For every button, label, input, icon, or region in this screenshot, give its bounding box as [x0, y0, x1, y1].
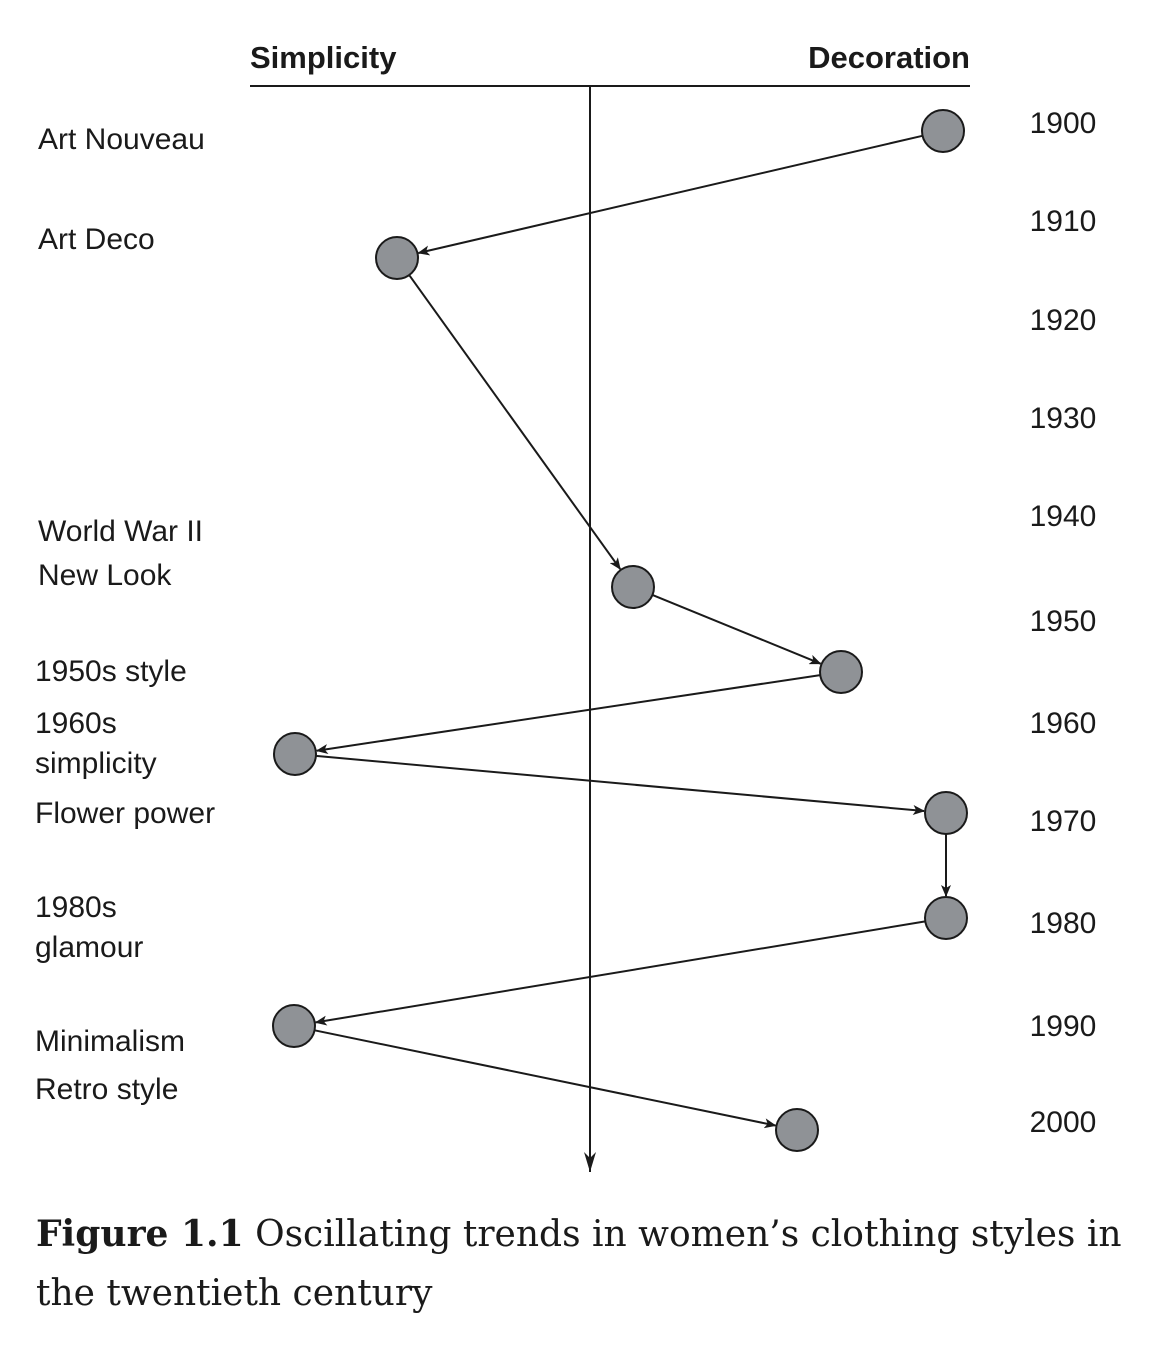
- style-label-1960s-simplicity-line2: simplicity: [35, 747, 157, 780]
- year-label-1960: 1960: [1030, 707, 1097, 740]
- trend-arrow-1960s-simplicity-to-flower-power: [315, 754, 926, 815]
- trend-node-flower-power: [924, 791, 968, 835]
- figure-caption-text: Oscillating trends in women’s clothing s…: [36, 1214, 1122, 1314]
- trend-arrows: [314, 134, 951, 1129]
- decoration-header: Decoration: [808, 40, 970, 75]
- trend-arrow-1950s-style-to-1960s-simplicity: [315, 674, 821, 755]
- style-label-1950s-style: 1950s style: [35, 655, 187, 688]
- year-label-1990: 1990: [1030, 1010, 1097, 1043]
- trend-nodes: [272, 109, 968, 1152]
- trend-node-retro-style: [775, 1108, 819, 1152]
- year-labels: 1900 1910 1920 1930 1940 1950 1960 1970 …: [1030, 107, 1097, 1139]
- style-label-new-look: New Look: [38, 559, 172, 592]
- year-label-1910: 1910: [1030, 205, 1097, 238]
- trend-node-art-nouveau: [921, 109, 965, 153]
- style-label-art-deco: Art Deco: [38, 223, 155, 256]
- year-label-1920: 1920: [1030, 304, 1097, 337]
- style-label-1960s-simplicity-line1: 1960s: [35, 707, 117, 740]
- simplicity-header: Simplicity: [250, 40, 397, 75]
- style-label-art-nouveau: Art Nouveau: [38, 123, 205, 156]
- trend-node-art-deco: [375, 236, 419, 280]
- trend-node-new-look: [611, 565, 655, 609]
- trend-node-1980s-glamour: [924, 896, 968, 940]
- trend-arrow-art-nouveau-to-art-deco: [417, 134, 923, 256]
- year-label-1940: 1940: [1030, 500, 1097, 533]
- year-label-1970: 1970: [1030, 805, 1097, 838]
- year-label-1950: 1950: [1030, 605, 1097, 638]
- trend-diagram: Simplicity Decoration 1900 1910 1920 193…: [35, 40, 1097, 1172]
- trend-node-minimalism: [272, 1004, 316, 1048]
- style-label-retro-style: Retro style: [35, 1073, 178, 1106]
- figure-caption: Figure 1.1 Oscillating trends in women’s…: [36, 1205, 1126, 1323]
- year-label-2000: 2000: [1030, 1106, 1097, 1139]
- style-label-minimalism: Minimalism: [35, 1025, 185, 1058]
- style-labels: Art Nouveau Art Deco World War II New Lo…: [35, 123, 215, 1106]
- figure-number: Figure 1.1: [36, 1213, 244, 1255]
- year-label-1900: 1900: [1030, 107, 1097, 140]
- trend-arrow-art-deco-to-new-look: [408, 274, 622, 570]
- trend-arrow-new-look-to-1950s-style: [652, 593, 822, 665]
- year-label-1930: 1930: [1030, 402, 1097, 435]
- year-label-1980: 1980: [1030, 907, 1097, 940]
- trend-node-1960s-simplicity: [273, 732, 317, 776]
- trend-arrow-minimalism-to-retro-style: [314, 1029, 777, 1129]
- style-label-world-war-ii: World War II: [38, 515, 203, 548]
- style-label-1980s-glamour-line1: 1980s: [35, 891, 117, 924]
- style-label-flower-power: Flower power: [35, 797, 215, 830]
- trend-arrow-1980s-glamour-to-minimalism: [314, 920, 926, 1026]
- style-label-1980s-glamour-line2: glamour: [35, 931, 143, 964]
- trend-node-1950s-style: [819, 650, 863, 694]
